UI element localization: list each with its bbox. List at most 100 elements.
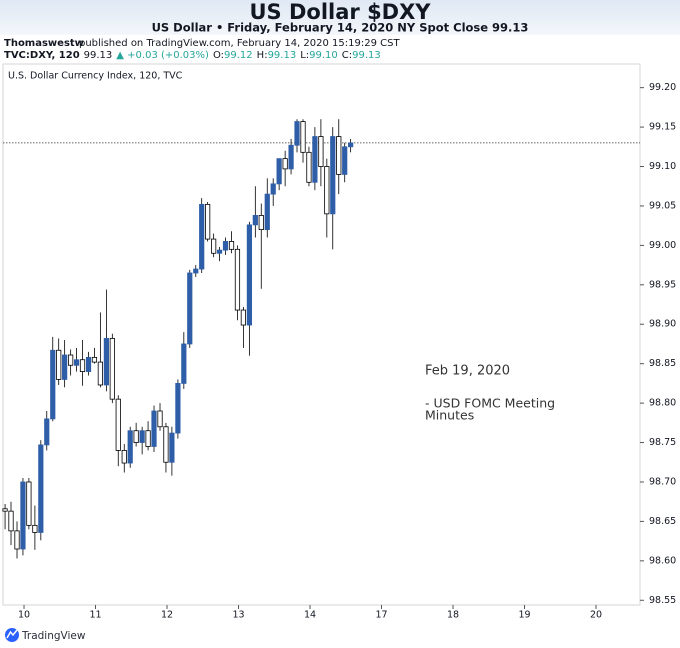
candle-body	[85, 356, 92, 372]
y-tick-label: 98.80	[649, 398, 676, 409]
ohlc-label: O:	[213, 50, 224, 61]
candle-body	[14, 530, 20, 550]
candle-body	[294, 121, 300, 146]
y-tick-label: 98.95	[649, 279, 676, 290]
candle-body	[240, 309, 246, 326]
ohlc-label: L:	[300, 50, 309, 61]
candle-body	[187, 272, 193, 345]
published: published on TradingView.com, February 1…	[79, 38, 400, 49]
symbol: TVC:DXY, 120	[4, 50, 80, 61]
candle-body	[211, 238, 217, 254]
candle-body	[181, 343, 187, 384]
annotation-line: - USD FOMC Meeting	[425, 396, 555, 411]
candle-body	[97, 361, 103, 386]
candle-body	[300, 121, 306, 153]
candle-body	[20, 481, 26, 550]
y-tick-label: 98.60	[649, 555, 676, 566]
candle-body	[151, 410, 157, 447]
y-tick-label: 98.65	[649, 516, 676, 527]
candle-body	[306, 151, 312, 183]
info-line: TVC:DXY, 120 99.13 ▲ +0.03 (+0.03%) O: 99.12…	[4, 50, 381, 61]
candle-body	[246, 224, 252, 326]
candle-body	[342, 146, 348, 175]
ohlc-value: 99.12	[224, 50, 253, 61]
brand: TradingView	[21, 630, 86, 642]
candle-body	[62, 354, 68, 380]
candle-body	[169, 432, 175, 463]
y-tick-label: 99.10	[649, 161, 676, 172]
x-tick-label: 12	[161, 610, 173, 621]
candle-body	[121, 450, 127, 464]
ohlc-label: H:	[257, 50, 268, 61]
annotation-date: Feb 19, 2020	[425, 364, 510, 379]
candle-body	[348, 142, 354, 148]
y-tick-label: 99.00	[649, 240, 676, 251]
candle-body	[163, 426, 169, 463]
x-tick-label: 13	[232, 610, 244, 621]
title: US Dollar $DXY	[249, 0, 431, 24]
candle-body	[115, 398, 121, 451]
candle-body	[56, 349, 62, 380]
candle-body	[193, 268, 199, 274]
candle-body	[26, 481, 32, 526]
candle-body	[103, 338, 109, 386]
price: 99.13	[84, 50, 113, 61]
y-tick-label: 99.15	[649, 122, 676, 133]
candle-body	[145, 430, 151, 447]
plot-frame	[2, 63, 641, 606]
candle-body	[258, 215, 264, 231]
candle-body	[68, 354, 74, 366]
candle-body	[282, 158, 288, 170]
candle-body	[270, 183, 276, 195]
candle-body	[44, 418, 50, 446]
y-tick-label: 98.85	[649, 358, 676, 369]
candle-body	[157, 410, 163, 428]
candle-body	[8, 510, 14, 532]
candle-body	[73, 359, 80, 366]
header-band	[0, 0, 680, 35]
candle-body	[222, 241, 229, 251]
y-tick-label: 99.05	[649, 200, 676, 211]
change: ▲ +0.03 (+0.03%)	[116, 50, 209, 61]
candle-body	[50, 349, 56, 420]
x-tick-label: 10	[18, 610, 30, 621]
candle-body	[288, 144, 294, 170]
x-tick-label: 19	[518, 610, 530, 621]
publisher: Thomaswestw	[4, 38, 84, 49]
chart-label: U.S. Dollar Currency Index, 120, TVC	[8, 71, 183, 82]
candle-body	[264, 193, 270, 231]
candle-body	[318, 136, 324, 167]
ohlc-value: 99.10	[309, 50, 338, 61]
candle-body	[205, 203, 211, 240]
candle-body	[330, 136, 336, 215]
candle-body	[234, 248, 241, 311]
y-tick-label: 98.90	[649, 319, 676, 330]
candle-body	[199, 203, 205, 270]
candle-body	[175, 382, 181, 434]
candle-body	[252, 215, 258, 226]
y-tick-label: 98.70	[649, 476, 676, 487]
candle-body	[324, 166, 330, 215]
candle-body	[38, 444, 44, 533]
candle-body	[336, 136, 342, 175]
candle-body	[216, 249, 223, 254]
ohlc-label: C:	[342, 50, 352, 61]
candle-body	[276, 158, 282, 185]
x-tick-label: 14	[304, 610, 316, 621]
candle-body	[91, 356, 98, 363]
x-tick-label: 17	[375, 610, 387, 621]
candle-body	[127, 430, 133, 464]
candle-body	[312, 136, 318, 183]
y-tick-label: 98.55	[649, 595, 676, 606]
candle-body	[139, 430, 145, 443]
x-tick-label: 11	[89, 610, 101, 621]
subtitle: US Dollar • Friday, February 14, 2020 NY…	[152, 21, 529, 35]
candle-body	[228, 241, 235, 250]
candle-body	[109, 338, 115, 400]
y-tick-label: 98.75	[649, 437, 676, 448]
ohlc-value: 99.13	[268, 50, 297, 61]
x-tick-label: 18	[447, 610, 459, 621]
ohlc-value: 99.13	[352, 50, 381, 61]
candle-body	[2, 508, 8, 512]
